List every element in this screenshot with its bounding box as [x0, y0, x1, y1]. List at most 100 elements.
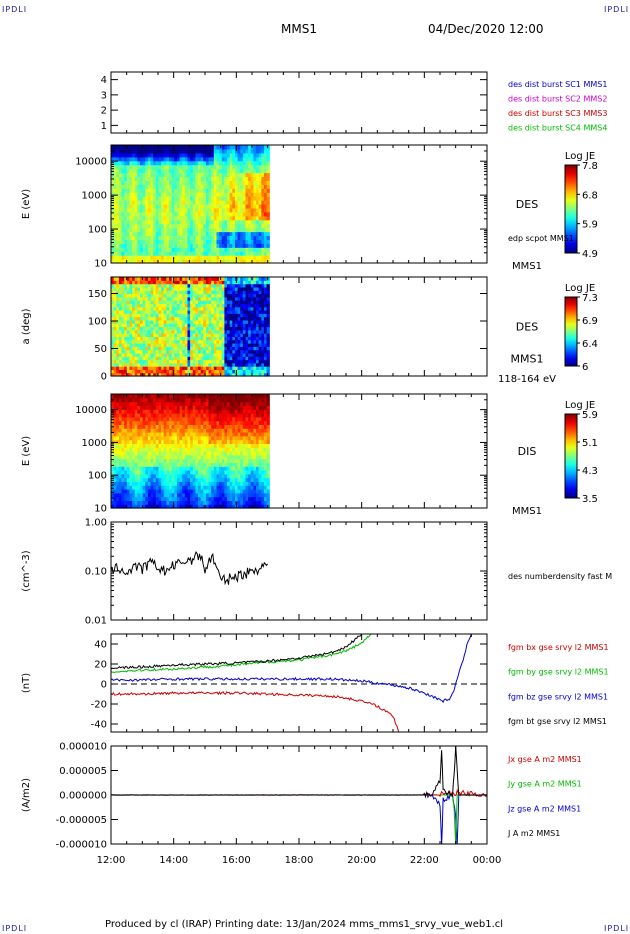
heatmap-cell	[190, 283, 194, 288]
heatmap-cell	[219, 303, 223, 308]
heatmap-cell	[116, 164, 120, 170]
heatmap-cell	[227, 366, 231, 370]
heatmap-cell	[116, 148, 120, 154]
heatmap-cell	[192, 439, 196, 444]
heatmap-cell	[200, 207, 204, 213]
heatmap-cell	[237, 336, 241, 341]
heatmap-cell	[192, 215, 196, 221]
heatmap-cell	[219, 356, 223, 361]
heatmap-cell	[250, 192, 255, 197]
heatmap-cell	[118, 152, 123, 158]
heatmap-cell	[158, 420, 162, 425]
heatmap-cell	[169, 394, 173, 399]
heatmap-cell	[187, 296, 191, 301]
heatmap-cell	[179, 492, 183, 498]
heatmap-cell	[229, 313, 233, 318]
heatmap-cell	[184, 223, 189, 229]
heatmap-cell	[184, 319, 189, 324]
heatmap-cell	[240, 215, 244, 221]
heatmap-cell	[261, 366, 265, 370]
heatmap-cell	[113, 145, 117, 150]
heatmap-cell	[126, 326, 131, 331]
heatmap-cell	[116, 211, 120, 217]
heatmap-cell	[245, 196, 249, 201]
heatmap-cell	[134, 401, 138, 406]
heatmap-cell	[153, 420, 157, 425]
heatmap-cell	[126, 356, 131, 361]
heatmap-cell	[219, 219, 223, 225]
heatmap-cell	[184, 439, 189, 444]
heatmap-cell	[211, 148, 215, 154]
heatmap-cell	[184, 219, 189, 225]
heatmap-cell	[171, 152, 175, 158]
heatmap-cell	[229, 192, 233, 197]
heatmap-cell	[116, 283, 120, 288]
heatmap-cell	[121, 176, 125, 181]
heatmap-cell	[169, 477, 173, 482]
heatmap-cell	[224, 184, 228, 189]
heatmap-cell	[147, 447, 152, 452]
heatmap-cell	[140, 329, 144, 334]
heatmap-cell	[155, 286, 160, 291]
heatmap-cell	[142, 343, 146, 347]
heatmap-cell	[134, 283, 138, 288]
heatmap-cell	[195, 500, 199, 505]
heatmap-cell	[200, 359, 204, 364]
heatmap-cell	[118, 247, 123, 252]
heatmap-cell	[134, 458, 138, 463]
heatmap-cell	[134, 160, 138, 166]
heatmap-cell	[153, 300, 157, 304]
heatmap-cell	[163, 352, 167, 357]
heatmap-cell	[253, 160, 257, 166]
heatmap-cell	[134, 286, 138, 291]
heatmap-cell	[187, 333, 191, 337]
heatmap-cell	[234, 223, 239, 229]
heatmap-cell	[158, 366, 162, 370]
heatmap-cell	[176, 369, 181, 374]
heatmap-cell	[211, 168, 215, 174]
heatmap-cell	[147, 413, 152, 418]
heatmap-cell	[174, 466, 178, 471]
heatmap-cell	[221, 227, 225, 233]
heatmap-cell	[153, 296, 157, 301]
heatmap-cell	[200, 156, 204, 162]
heatmap-cell	[182, 339, 186, 344]
heatmap-cell	[153, 145, 157, 150]
heatmap-cell	[253, 352, 257, 357]
heatmap-cell	[266, 231, 270, 237]
heatmap-cell	[200, 313, 204, 318]
heatmap-cell	[266, 215, 270, 221]
heatmap-cell	[145, 303, 149, 308]
heatmap-cell	[245, 227, 249, 233]
heatmap-cell	[245, 255, 249, 260]
heatmap-cell	[169, 280, 173, 285]
heatmap-cell	[224, 259, 228, 264]
heatmap-cell	[158, 204, 162, 209]
heatmap-cell	[116, 296, 120, 301]
heatmap-cell	[232, 336, 236, 341]
heatmap-cell	[153, 428, 157, 433]
heatmap-cell	[153, 432, 157, 437]
heatmap-cell	[237, 188, 241, 193]
heatmap-cell	[240, 323, 244, 328]
heatmap-cell	[242, 243, 247, 248]
heatmap-cell	[129, 313, 133, 318]
heatmap-cell	[169, 200, 173, 205]
heatmap-cell	[158, 207, 162, 213]
heatmap-cell	[256, 196, 260, 201]
heatmap-cell	[111, 188, 115, 193]
heatmap-cell	[118, 184, 123, 189]
heatmap-cell	[187, 470, 191, 475]
heatmap-cell	[155, 413, 160, 418]
heatmap-cell	[234, 323, 239, 328]
heatmap-cell	[111, 489, 115, 494]
heatmap-cell	[258, 156, 262, 162]
heatmap-cell	[142, 300, 146, 304]
heatmap-cell	[248, 339, 252, 344]
heatmap-cell	[213, 251, 218, 256]
heatmap-cell	[161, 286, 165, 291]
heatmap-cell	[205, 176, 210, 181]
heatmap-cell	[129, 359, 133, 364]
heatmap-cell	[163, 204, 167, 209]
heatmap-cell	[161, 223, 165, 229]
